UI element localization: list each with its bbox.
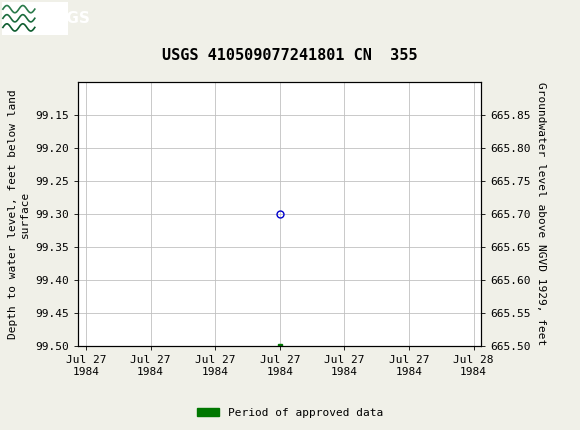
Text: USGS 410509077241801 CN  355: USGS 410509077241801 CN 355 bbox=[162, 49, 418, 63]
Text: USGS: USGS bbox=[44, 11, 90, 26]
Y-axis label: Depth to water level, feet below land
surface: Depth to water level, feet below land su… bbox=[8, 89, 30, 339]
Bar bbox=[2, 2, 68, 35]
Y-axis label: Groundwater level above NGVD 1929, feet: Groundwater level above NGVD 1929, feet bbox=[536, 82, 546, 346]
Legend: Period of approved data: Period of approved data bbox=[193, 403, 387, 422]
